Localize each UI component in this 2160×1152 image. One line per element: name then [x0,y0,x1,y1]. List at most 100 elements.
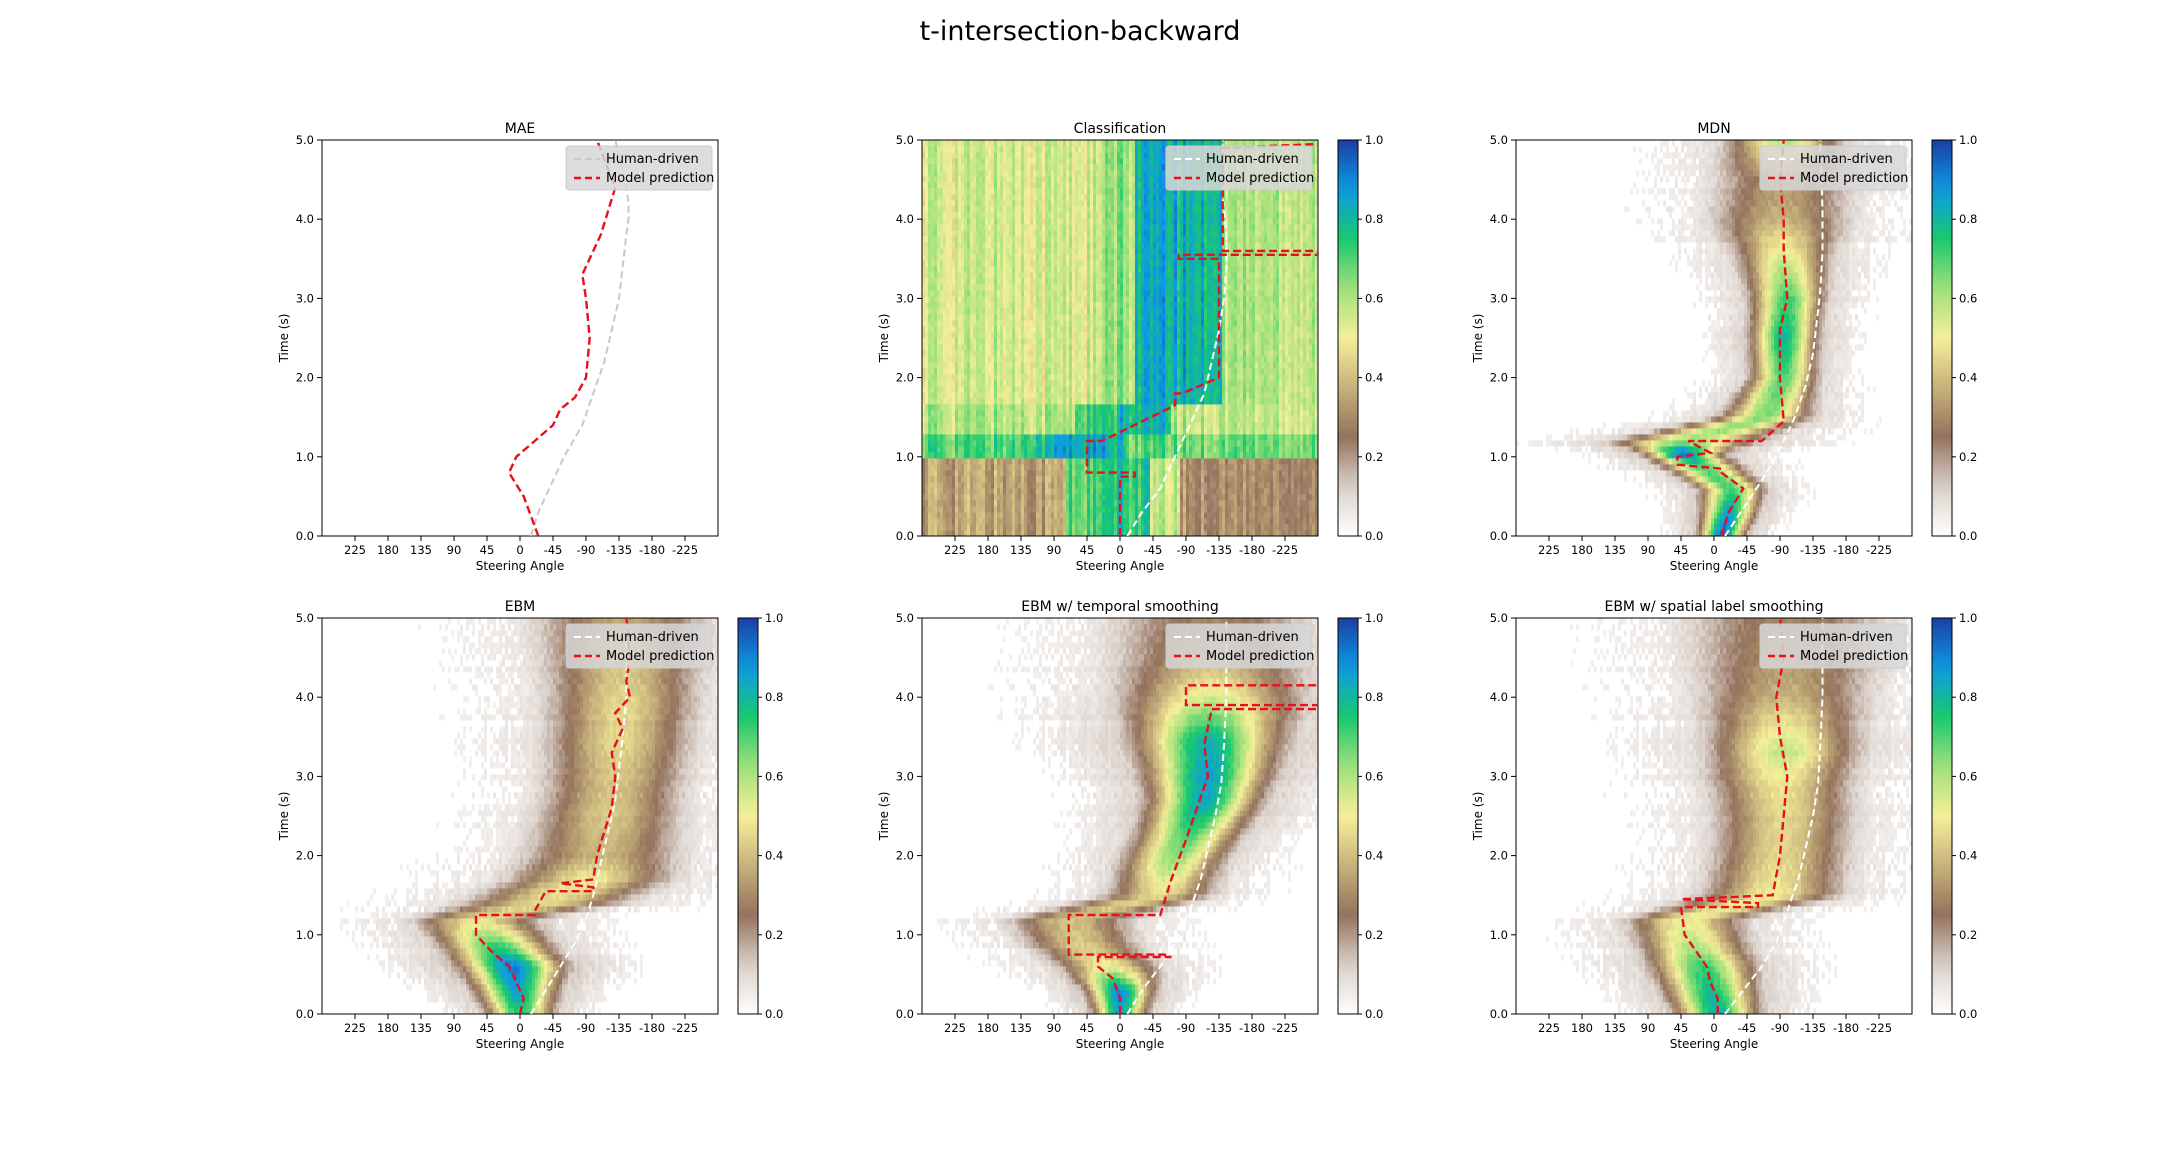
y-tick-label: 5.0 [1490,611,1508,625]
x-tick-label: 45 [1080,1021,1095,1035]
y-tick-label: 3.0 [1490,769,1508,783]
subplot-5: EBM w/ spatial label smoothing 225 180 135 9… [1471,599,1977,1051]
model-prediction-line [474,618,632,1014]
heatmap-1 [922,140,1318,536]
colorbar-tick-label: 0.4 [765,849,783,863]
legend-human-label: Human-driven [606,630,699,645]
human-driven-line [530,618,628,1014]
x-tick-label: -45 [1144,1021,1163,1035]
colorbar-tick-label: 0.6 [1365,769,1383,783]
x-tick-label: -180 [1833,1021,1859,1035]
y-tick-label: 4.0 [296,212,314,226]
legend: Human-driven Model prediction [1165,623,1314,669]
colorbar-tick-label: 0.4 [1959,371,1977,385]
x-tick-label: -90 [1771,1021,1790,1035]
legend-human-label: Human-driven [1206,630,1299,645]
x-tick-label: -135 [606,543,632,557]
subplot-3: EBM 225 180 135 90 45 0 -45 -90 -135 -180 -225 0.0 1.… [277,599,783,1051]
y-tick-label: 3.0 [896,291,914,305]
legend: Human-driven Model prediction [1165,145,1314,191]
subplot-title: EBM w/ temporal smoothing [1021,599,1219,615]
y-tick-label: 4.0 [896,212,914,226]
y-tick-label: 1.0 [296,450,314,464]
heatmap-3 [322,618,718,1014]
x-tick-label: 135 [1010,1021,1032,1035]
model-prediction-line [1085,142,1318,536]
x-tick-label: -45 [544,1021,563,1035]
x-tick-label: -225 [672,543,698,557]
x-axis-label: Steering Angle [1670,559,1759,573]
y-tick-label: 0.0 [296,529,314,543]
x-tick-label: -180 [639,1021,665,1035]
y-tick-label: 1.0 [896,450,914,464]
legend-human-label: Human-driven [1800,152,1893,167]
colorbar-tick-label: 1.0 [1959,133,1977,147]
x-tick-label: 180 [1571,1021,1593,1035]
x-axis-label: Steering Angle [476,1037,565,1051]
legend-box [1759,145,1907,191]
subplot-title: MAE [505,121,536,137]
x-tick-label: 0 [1116,1021,1123,1035]
y-tick-label: 2.0 [296,371,314,385]
x-tick-label: -135 [1800,543,1826,557]
x-tick-label: 90 [1047,543,1062,557]
model-prediction-line [507,140,617,536]
y-tick-label: 5.0 [896,611,914,625]
x-axis-label: Steering Angle [1076,559,1165,573]
x-tick-label: 225 [344,1021,366,1035]
x-axis-label: Steering Angle [1076,1037,1165,1051]
legend-box [565,145,713,191]
subplot-title: EBM [505,599,536,615]
human-driven-line [1126,618,1228,1014]
colorbar-tick-label: 0.8 [1959,690,1977,704]
x-tick-label: 135 [1604,1021,1626,1035]
y-axis-label: Time (s) [877,314,891,364]
x-tick-label: 180 [377,543,399,557]
axes-frame [321,139,719,537]
legend-human-label: Human-driven [1800,630,1893,645]
x-tick-label: -180 [1239,543,1265,557]
colorbar-tick-label: 0.2 [1959,450,1977,464]
colorbar-tick-label: 0.6 [1365,291,1383,305]
colorbar-tick-label: 0.4 [1365,849,1383,863]
y-tick-label: 2.0 [896,849,914,863]
x-tick-label: 90 [447,1021,462,1035]
y-tick-label: 0.0 [296,1007,314,1021]
legend-human-label: Human-driven [606,152,699,167]
model-prediction-line [1679,618,1789,1014]
colorbar-tick-label: 1.0 [765,611,783,625]
heatmap-2 [1516,140,1912,536]
y-tick-label: 5.0 [296,133,314,147]
colorbar: 0.0 0.2 0.4 0.6 0.8 1.0 [1931,611,1977,1021]
subplot-title: MDN [1697,121,1730,137]
colorbar-tick-label: 0.0 [765,1007,783,1021]
colorbar-tick-label: 0.2 [1959,928,1977,942]
x-tick-label: 0 [1710,543,1717,557]
x-tick-label: 45 [480,1021,495,1035]
heatmap-4 [922,618,1318,1014]
y-tick-label: 4.0 [896,690,914,704]
x-tick-label: -45 [544,543,563,557]
subplot-0: MAE 225 180 135 90 45 0 -45 -90 -135 -180 -225 0.0 1.… [277,121,719,573]
x-tick-label: -180 [1239,1021,1265,1035]
colorbar: 0.0 0.2 0.4 0.6 0.8 1.0 [1931,133,1977,543]
x-tick-label: 45 [1674,1021,1689,1035]
colorbar-tick-label: 0.8 [765,690,783,704]
x-tick-label: 135 [1010,543,1032,557]
legend-model-label: Model prediction [606,171,714,186]
x-tick-label: -225 [1272,1021,1298,1035]
human-driven-line [1126,140,1228,536]
x-tick-label: -45 [1144,543,1163,557]
legend-model-label: Model prediction [1206,171,1314,186]
x-tick-label: 90 [447,543,462,557]
x-tick-label: 45 [1674,543,1689,557]
y-tick-label: 0.0 [896,1007,914,1021]
legend-model-label: Model prediction [1800,649,1908,664]
subplot-4: EBM w/ temporal smoothing 225 180 135 90 45 0 -… [877,599,1383,1051]
y-tick-label: 2.0 [1490,371,1508,385]
x-tick-label: 180 [977,543,999,557]
colorbar: 0.0 0.2 0.4 0.6 0.8 1.0 [737,611,783,1021]
x-tick-label: -90 [1771,543,1790,557]
y-tick-label: 3.0 [1490,291,1508,305]
